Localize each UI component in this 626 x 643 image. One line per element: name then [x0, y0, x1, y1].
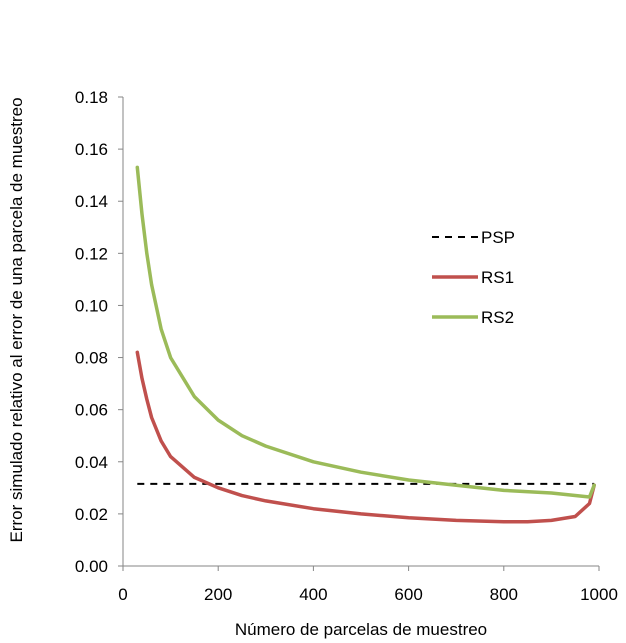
y-axis-label: Error simulado relativo al error de una …	[7, 97, 26, 542]
series-line-rs2	[135, 165, 596, 499]
y-tick-label: 0.00	[75, 557, 108, 576]
x-tick-label: 400	[299, 585, 327, 604]
y-tick-label: 0.04	[75, 453, 108, 472]
axes	[122, 97, 599, 567]
y-tick-label: 0.08	[75, 349, 108, 368]
y-tick-label: 0.02	[75, 505, 108, 524]
x-tick-label: 600	[394, 585, 422, 604]
legend-label-rs1: RS1	[481, 268, 514, 287]
x-tick-label: 0	[118, 585, 127, 604]
y-tick-label: 0.06	[75, 401, 108, 420]
y-ticks: 0.00 0.02 0.04 0.06 0.08 0.10 0.12 0.14 0.16 0.18	[75, 88, 123, 576]
x-tick-label: 200	[204, 585, 232, 604]
y-tick-label: 0.18	[75, 88, 108, 107]
x-tick-label: 800	[490, 585, 518, 604]
y-tick-label: 0.10	[75, 296, 108, 315]
legend-label-rs2: RS2	[481, 308, 514, 327]
y-tick-label: 0.12	[75, 244, 108, 263]
y-tick-label: 0.14	[75, 192, 108, 211]
series-group	[135, 165, 596, 524]
legend-label-psp: PSP	[481, 228, 515, 247]
x-tick-label: 1000	[580, 585, 618, 604]
y-tick-label: 0.16	[75, 140, 108, 159]
x-ticks: 0 200 400 600 800 1000	[118, 566, 618, 604]
series-line-rs1	[135, 350, 596, 524]
x-axis-label: Número de parcelas de muestreo	[235, 620, 487, 639]
legend: PSP RS1 RS2	[432, 228, 515, 327]
